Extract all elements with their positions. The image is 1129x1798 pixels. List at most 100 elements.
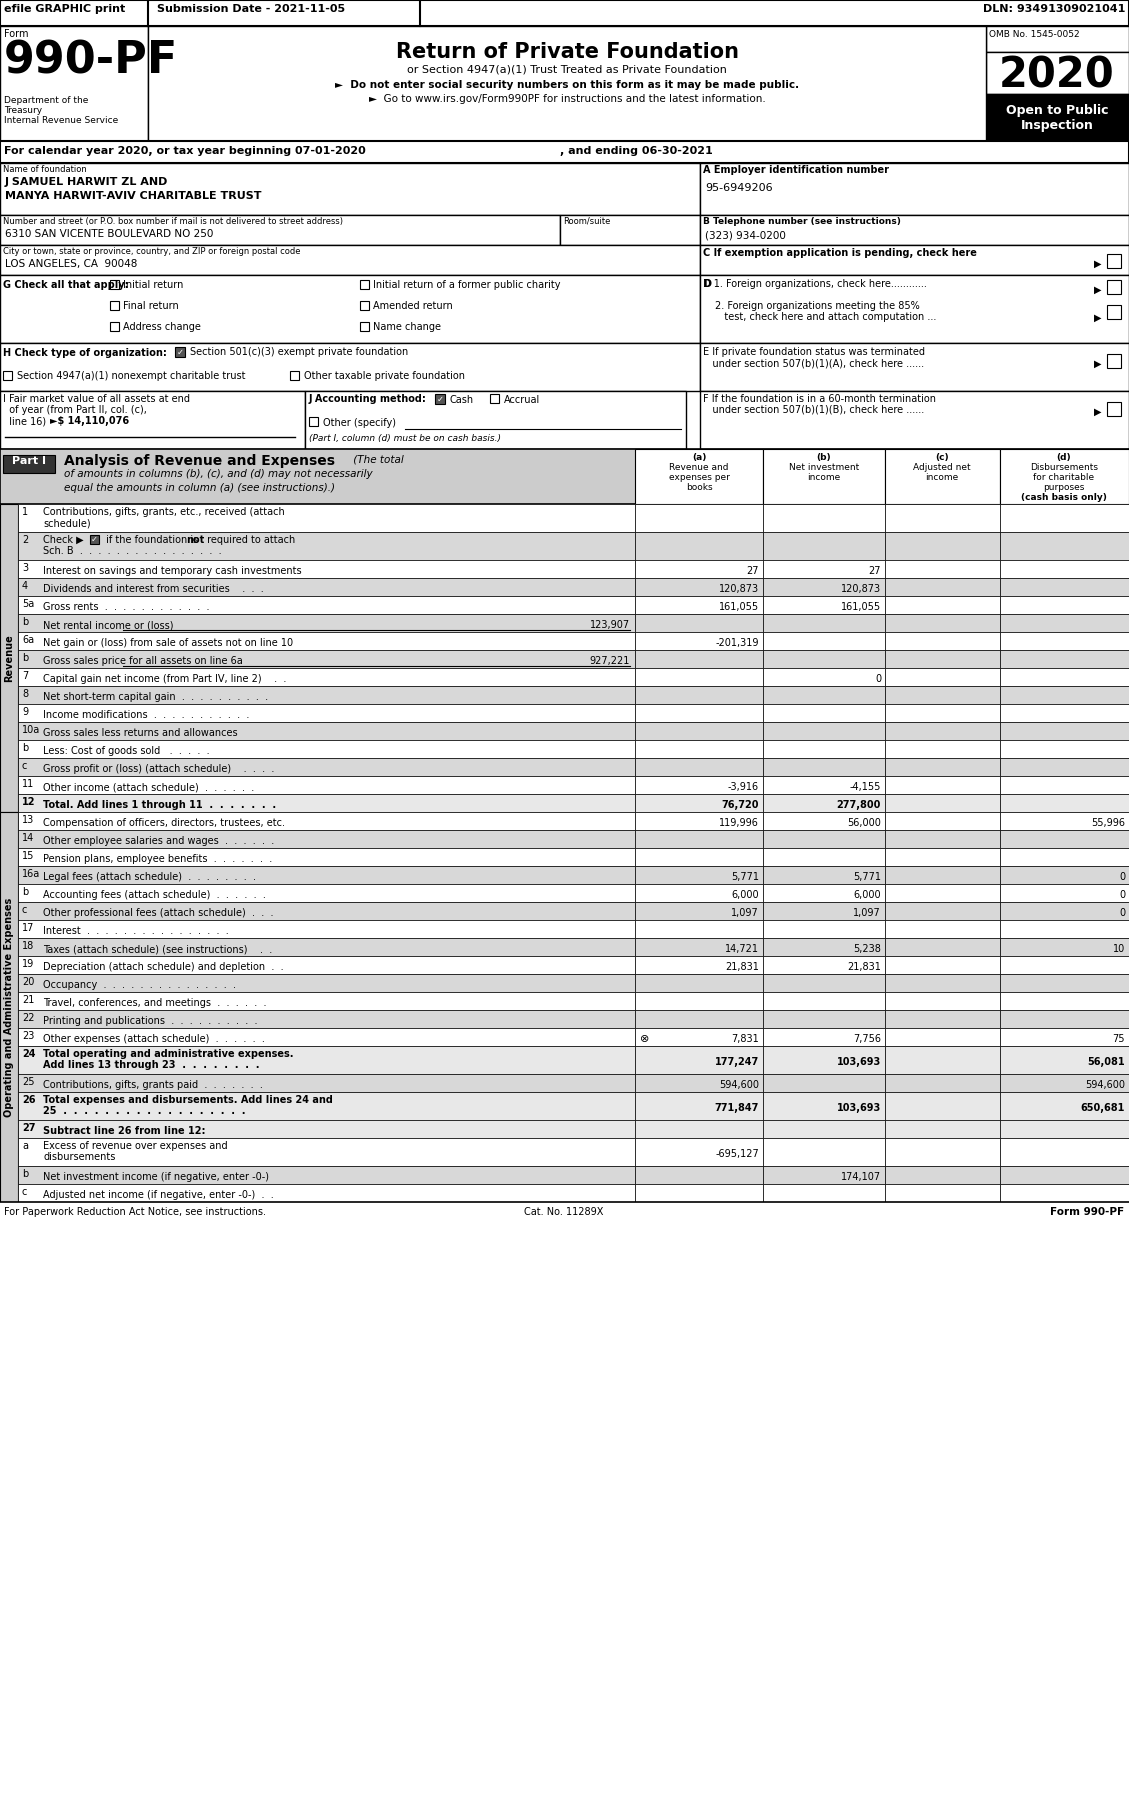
Text: 3: 3 [21, 563, 28, 574]
Text: 27: 27 [868, 566, 881, 575]
Text: 95-6949206: 95-6949206 [704, 183, 772, 192]
Bar [763, 450, 885, 503]
Text: 23: 23 [21, 1030, 34, 1041]
Bar [885, 687, 1000, 705]
Text: 17: 17 [21, 922, 34, 933]
Text: efile GRAPHIC print: efile GRAPHIC print [5, 4, 125, 14]
Bar [18, 669, 634, 687]
Bar [763, 885, 885, 903]
Bar [885, 741, 1000, 759]
Bar [634, 532, 763, 559]
Bar [18, 687, 634, 705]
Bar [1108, 306, 1121, 318]
Text: Section 501(c)(3) exempt private foundation: Section 501(c)(3) exempt private foundat… [190, 347, 409, 358]
Bar [18, 741, 634, 759]
Text: Cat. No. 11289X: Cat. No. 11289X [524, 1206, 604, 1217]
Bar [634, 723, 763, 741]
Bar [763, 532, 885, 559]
Bar [763, 957, 885, 975]
Bar [1000, 813, 1129, 831]
Text: 277,800: 277,800 [837, 800, 881, 811]
Text: 177,247: 177,247 [715, 1057, 759, 1066]
Text: Excess of revenue over expenses and: Excess of revenue over expenses and [43, 1142, 228, 1151]
Bar [634, 1046, 763, 1073]
Bar [763, 687, 885, 705]
Bar [1000, 633, 1129, 651]
Text: Other employee salaries and wages  .  .  .  .  .  .: Other employee salaries and wages . . . … [43, 836, 274, 847]
Text: Interest on savings and temporary cash investments: Interest on savings and temporary cash i… [43, 566, 301, 575]
Text: 771,847: 771,847 [715, 1102, 759, 1113]
Bar [763, 849, 885, 867]
Bar [18, 577, 634, 595]
Bar [0, 503, 18, 813]
Text: 2: 2 [21, 536, 28, 545]
Text: Revenue: Revenue [5, 635, 14, 681]
Text: b: b [21, 653, 28, 663]
Bar [986, 52, 1129, 93]
Text: C If exemption application is pending, check here: C If exemption application is pending, c… [703, 248, 977, 257]
Text: ►$ 14,110,076: ►$ 14,110,076 [50, 415, 129, 426]
Bar [763, 741, 885, 759]
Bar [18, 1010, 634, 1028]
Bar [18, 1091, 634, 1120]
Text: or Section 4947(a)(1) Trust Treated as Private Foundation: or Section 4947(a)(1) Trust Treated as P… [408, 65, 727, 74]
Text: Contributions, gifts, grants, etc., received (attach: Contributions, gifts, grants, etc., rece… [43, 507, 285, 518]
Bar [763, 1073, 885, 1091]
Bar [763, 705, 885, 723]
Bar [885, 595, 1000, 613]
Text: Gross rents  .  .  .  .  .  .  .  .  .  .  .  .: Gross rents . . . . . . . . . . . . [43, 602, 210, 611]
Text: 27: 27 [21, 1124, 35, 1133]
Text: Open to Public
Inspection: Open to Public Inspection [1006, 104, 1109, 131]
Text: 25  .  .  .  .  .  .  .  .  .  .  .  .  .  .  .  .  .  .: 25 . . . . . . . . . . . . . . . . . . [43, 1106, 245, 1117]
Bar [634, 992, 763, 1010]
Text: For calendar year 2020, or tax year beginning 07-01-2020: For calendar year 2020, or tax year begi… [5, 146, 366, 156]
Text: Name change: Name change [373, 322, 441, 333]
Text: 27: 27 [746, 566, 759, 575]
Text: ▶: ▶ [1094, 259, 1102, 270]
Bar [885, 813, 1000, 831]
Bar [763, 867, 885, 885]
Text: 7,756: 7,756 [854, 1034, 881, 1045]
Text: 119,996: 119,996 [719, 818, 759, 829]
Bar [110, 280, 119, 289]
Text: Sch. B  .  .  .  .  .  .  .  .  .  .  .  .  .  .  .  .: Sch. B . . . . . . . . . . . . . . . . [43, 547, 221, 556]
Text: 10a: 10a [21, 725, 41, 735]
Bar [1000, 1046, 1129, 1073]
Bar [986, 25, 1129, 52]
Bar [763, 939, 885, 957]
Bar [0, 450, 1129, 503]
Text: 26: 26 [21, 1095, 35, 1106]
Text: Address change: Address change [123, 322, 201, 333]
Text: Final return: Final return [123, 300, 178, 311]
Text: 12: 12 [21, 797, 35, 807]
Bar [634, 849, 763, 867]
Text: required to attach: required to attach [204, 536, 296, 545]
Text: Treasury: Treasury [5, 106, 42, 115]
Text: not: not [186, 536, 204, 545]
Text: Cash: Cash [450, 396, 474, 405]
Bar [0, 0, 1129, 25]
Bar [763, 921, 885, 939]
Bar [885, 939, 1000, 957]
Bar [0, 216, 560, 245]
Text: DLN: 93491309021041: DLN: 93491309021041 [982, 4, 1124, 14]
Bar [700, 390, 1129, 450]
Text: (The total: (The total [350, 455, 404, 464]
Text: income: income [926, 473, 959, 482]
Text: 7: 7 [21, 671, 28, 681]
Bar [18, 957, 634, 975]
Bar [1000, 849, 1129, 867]
Text: 927,221: 927,221 [589, 656, 630, 665]
Bar [18, 532, 634, 559]
Text: 6,000: 6,000 [732, 890, 759, 901]
Bar [18, 1046, 634, 1073]
Bar [634, 1010, 763, 1028]
Bar [1108, 280, 1121, 295]
Text: Other professional fees (attach schedule)  .  .  .: Other professional fees (attach schedule… [43, 908, 273, 919]
Text: line 16): line 16) [3, 415, 50, 426]
Text: Adjusted net: Adjusted net [913, 464, 971, 473]
Text: Pension plans, employee benefits  .  .  .  .  .  .  .: Pension plans, employee benefits . . . .… [43, 854, 272, 865]
Bar [763, 723, 885, 741]
Text: ▶: ▶ [1094, 406, 1102, 417]
Text: 7,831: 7,831 [732, 1034, 759, 1045]
